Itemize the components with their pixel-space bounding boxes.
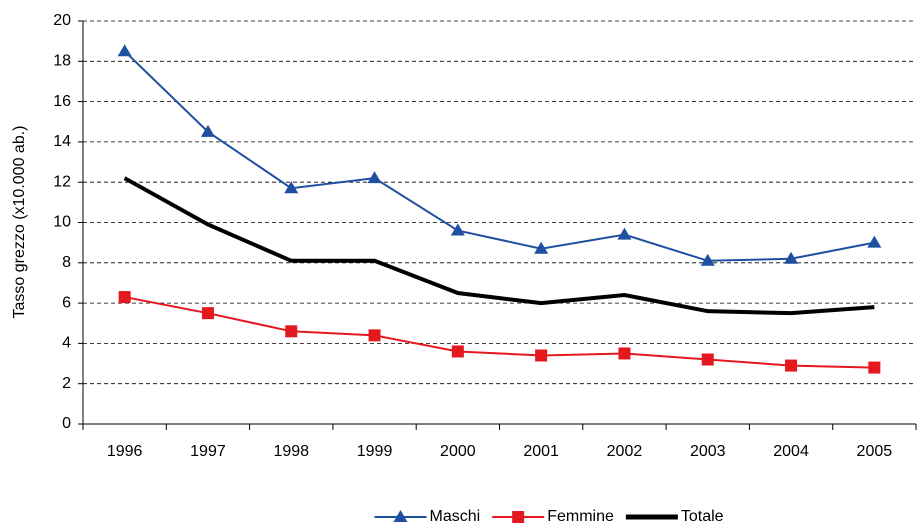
legend-marker [393,510,408,522]
series-line [124,296,875,369]
y-tick-label: 20 [53,12,71,29]
data-point [617,227,632,240]
data-point [450,223,465,236]
data-point [200,124,215,137]
data-point [117,44,132,57]
series-line [123,176,875,316]
data-point [701,353,714,366]
legend-label: Maschi [430,508,481,525]
y-tick-label: 8 [62,254,71,271]
data-point [285,325,298,338]
x-tick-label: 2000 [440,443,476,460]
series-line [123,50,875,262]
data-point [785,359,798,372]
x-tick-label: 1997 [190,443,226,460]
y-tick-label: 10 [53,214,71,231]
data-point [368,329,381,342]
x-tick-label: 2004 [773,443,809,460]
y-tick-label: 2 [62,375,71,392]
data-point [784,251,799,264]
legend-label: Femmine [547,508,614,525]
x-tick-label: 2003 [690,443,726,460]
y-tick-label: 4 [62,335,71,352]
legend-marker [512,511,525,523]
y-tick-label: 12 [53,173,71,190]
y-axis-label: Tasso grezzo (x10.000 ab.) [11,126,28,319]
x-tick-label: 1996 [107,443,143,460]
x-tick-label: 1998 [273,443,309,460]
x-tick-label: 1999 [357,443,393,460]
data-point [534,241,549,254]
data-point [118,291,131,304]
data-point [618,347,631,360]
x-tick-label: 2002 [607,443,643,460]
data-point [201,307,214,320]
x-tick-label: 2005 [857,443,893,460]
y-tick-label: 18 [53,53,71,70]
y-tick-label: 16 [53,93,71,110]
data-point [700,253,715,266]
x-tick-label: 2001 [523,443,559,460]
y-tick-label: 6 [62,294,71,311]
data-point [367,171,382,184]
data-point [451,345,464,358]
data-point [868,361,881,374]
legend-label: Totale [681,508,724,525]
data-point [867,235,882,248]
data-point [284,181,299,194]
y-tick-label: 0 [62,415,71,432]
data-point [535,349,548,362]
y-tick-label: 14 [53,133,71,150]
